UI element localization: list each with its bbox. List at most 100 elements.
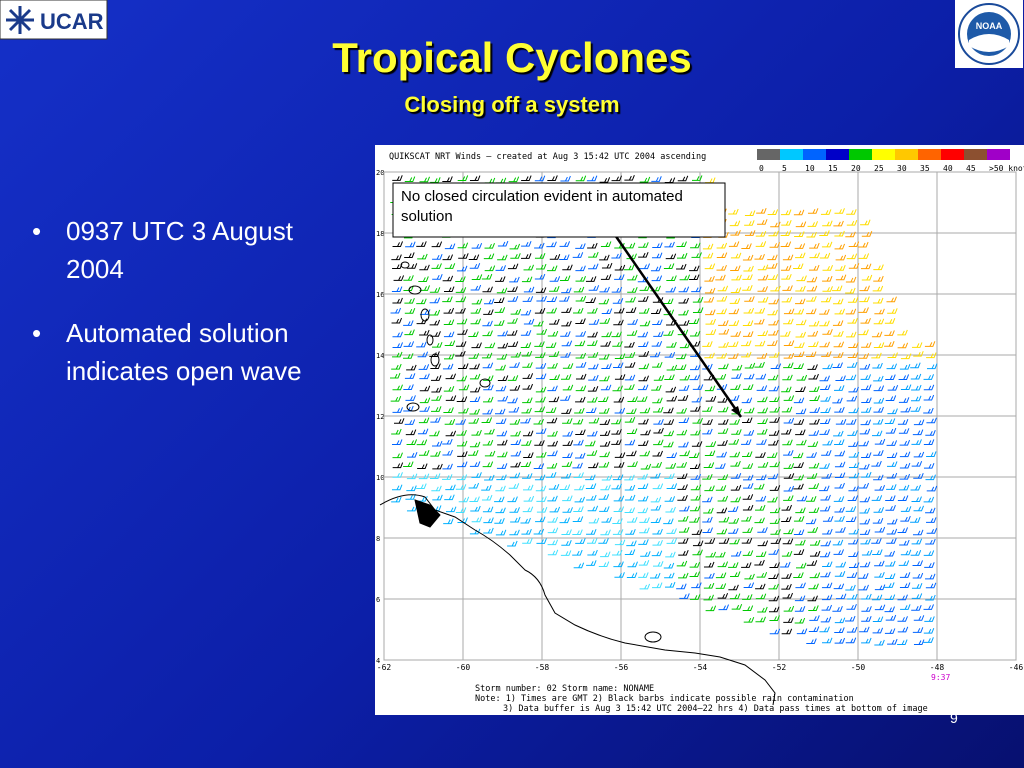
wind-barb [689,505,701,512]
wind-barb [390,307,401,314]
wind-barb [848,551,859,557]
wind-barb [507,375,519,381]
wind-barb [858,241,869,248]
wind-barb [926,451,937,457]
wind-barb [611,483,622,490]
wind-barb [691,396,703,403]
wind-barb [586,538,598,544]
wind-barb [534,440,545,446]
wind-barb [897,594,908,601]
wind-barb [702,341,713,347]
wind-barb [887,518,898,525]
wind-barb [572,462,583,469]
wind-barb [598,538,609,544]
wind-barb [391,286,403,293]
wind-barb [728,562,739,568]
wind-barb [689,594,701,600]
wind-barb [742,494,754,500]
wind-barb [742,417,753,424]
wind-barb [625,296,636,303]
wind-barb [858,253,870,259]
wind-barb [679,593,690,599]
wind-barb [587,331,598,338]
lat-label: 18 [376,230,384,238]
wind-barb [445,430,457,437]
wind-barb [926,363,938,370]
lon-label: -62 [377,663,392,672]
wind-barb [755,230,767,237]
wind-barb [417,351,429,358]
wind-barb [887,408,898,415]
wind-barb [469,396,481,403]
wind-barb [833,220,844,227]
wind-barb [835,593,847,600]
wind-barb [873,318,885,325]
wind-barb [912,560,923,566]
wind-barb [562,495,573,502]
wind-barb [703,594,714,601]
wind-barb [783,495,794,501]
wind-barb [638,418,649,425]
map-note: 3) Data buffer is Aug 3 15:42 UTC 2004–2… [503,704,928,714]
wind-barb [767,309,778,316]
wind-barb [898,397,910,403]
wind-barb [689,516,700,523]
wind-barb [599,353,610,360]
wind-barb [728,438,740,445]
wind-barb [430,177,441,183]
wind-barb [755,583,766,590]
wind-barb [624,352,636,358]
wind-barb [793,483,804,490]
wind-barb [665,506,676,513]
wind-barb [861,274,873,281]
wind-barb [704,538,716,544]
wind-barb [832,397,843,404]
wind-barb [600,274,612,280]
wind-barb [742,550,754,556]
wind-barb [639,450,651,457]
wind-barb [509,362,520,368]
wind-barb [794,606,806,612]
wind-map: 20 18 16 14 12 10 8 6 4-62 -60 -58 -56 -54 -52 -50 -48 -… [375,145,1024,715]
wind-barb [601,516,612,523]
wind-barb [432,254,443,260]
wind-barb [573,472,584,478]
wind-barb [676,429,688,436]
wind-barb [781,428,792,435]
wind-barb [534,474,546,481]
wind-barb [874,571,885,578]
wind-barb [898,428,910,434]
wind-barb [509,384,521,391]
wind-barb [873,275,884,282]
wind-barb [793,515,805,522]
wind-barb [781,406,793,413]
wind-barb [443,307,455,314]
lat-label: 10 [376,474,384,482]
wind-barb [533,463,545,469]
wind-barb [640,551,651,557]
wind-barb [796,628,808,635]
wind-barb [846,395,858,402]
wind-barb [728,517,740,524]
wind-barb [794,243,806,249]
wind-barb [808,462,820,469]
wind-barb [663,330,674,336]
wind-barb [561,461,573,467]
wind-barb [612,385,623,392]
wind-barb [562,418,573,424]
wind-barb [821,582,833,589]
wind-barb [574,496,586,503]
wind-barb [495,385,507,392]
wind-barb [835,375,846,382]
wind-barb [819,375,830,382]
wind-barb [847,495,859,501]
wind-barb [650,572,661,579]
wind-barb [507,296,519,302]
wind-barb [910,517,921,523]
wind-barb [833,583,845,590]
wind-barb [742,320,754,326]
wind-barb [510,253,521,259]
wind-barb [405,241,416,248]
wind-barb [430,416,441,423]
wind-barb [743,265,754,272]
